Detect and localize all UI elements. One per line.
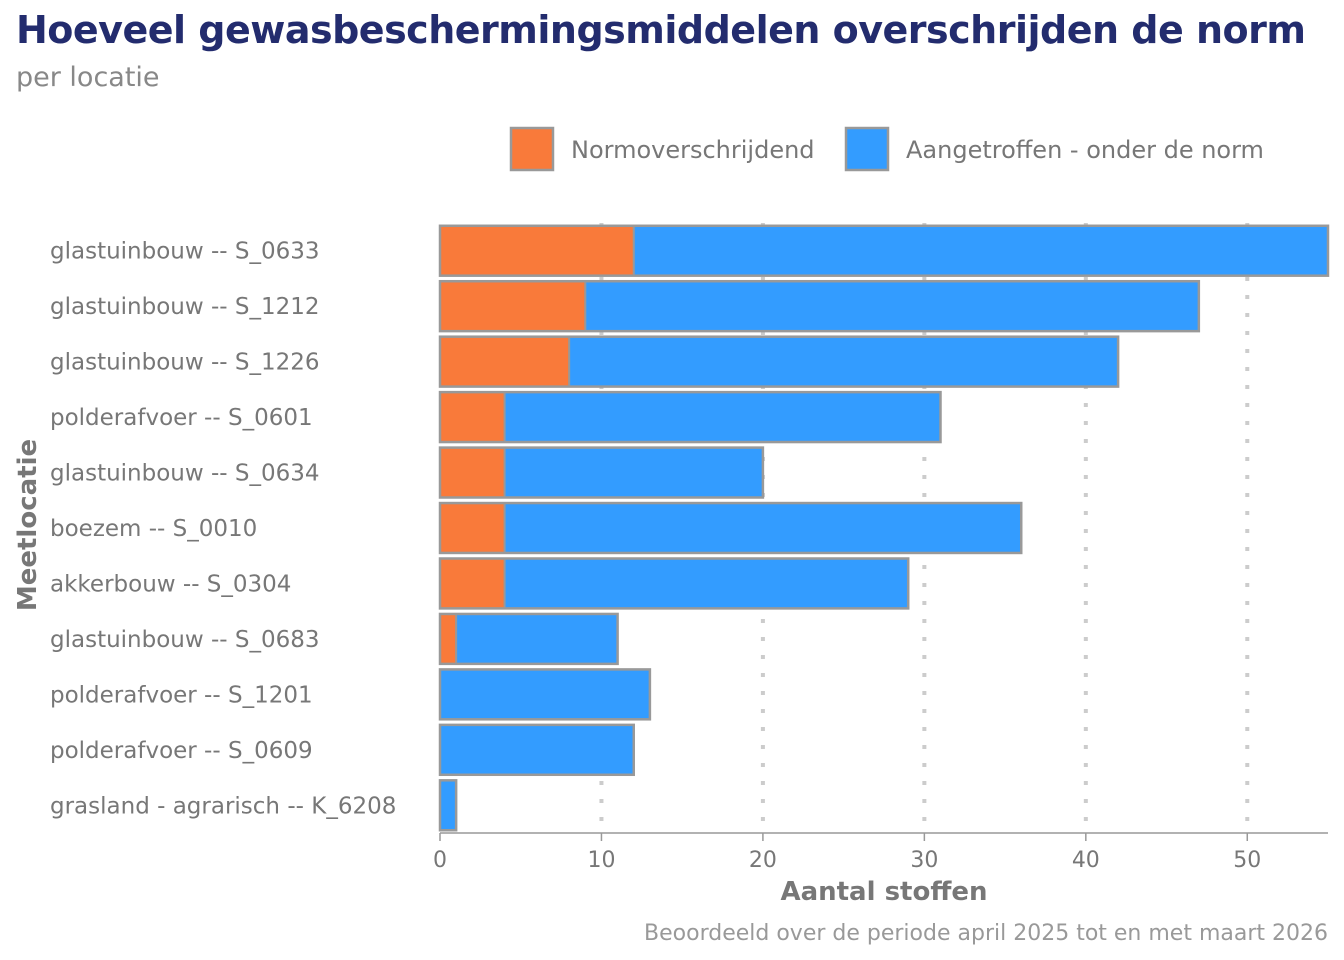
bar-outline [438, 335, 1120, 388]
legend-swatch [509, 126, 555, 172]
y-axis-label: Meetlocatie [13, 439, 43, 611]
bar-segment [504, 558, 909, 609]
legend-swatch [844, 126, 890, 172]
bar-segment [504, 392, 941, 443]
legend-label: Aangetroffen - onder de norm [906, 136, 1264, 164]
bar-segment [440, 613, 457, 664]
bar-outline [438, 446, 765, 499]
legend-label: Normoverschrijdend [571, 136, 815, 164]
x-tick-label: 0 [433, 848, 447, 873]
bar-segment [440, 558, 505, 609]
bar-segment [569, 336, 1119, 387]
bar-outline [438, 723, 635, 777]
x-tick-label: 20 [749, 848, 777, 873]
bar-segment [440, 780, 457, 831]
y-category-label: boezem -- S_0010 [50, 516, 257, 542]
y-category-label: glastuinbouw -- S_1226 [50, 350, 320, 376]
caption: Beoordeeld over de periode april 2025 to… [644, 921, 1328, 946]
x-axis-label: Aantal stoffen [780, 877, 987, 907]
chart-title: Hoeveel gewasbeschermingsmiddelen oversc… [16, 8, 1306, 52]
bar-segment [440, 281, 586, 332]
bar-outline [438, 779, 458, 832]
bar-segment [440, 392, 505, 443]
y-category-label: polderafvoer -- S_1201 [50, 682, 313, 708]
bar-segment [456, 613, 618, 664]
bar-outline [438, 224, 1330, 277]
bar-outline [438, 612, 619, 666]
bar-outline [438, 279, 1201, 333]
y-category-label: grasland - agrarisch -- K_6208 [50, 793, 396, 819]
x-tick-label: 30 [910, 848, 938, 873]
bar-segment [440, 669, 650, 720]
bar-segment [504, 447, 763, 498]
bar-outline [438, 501, 1023, 555]
y-category-label: polderafvoer -- S_0609 [50, 738, 313, 764]
bar-segment [440, 447, 505, 498]
x-tick-label: 10 [587, 848, 615, 873]
y-category-label: glastuinbouw -- S_1212 [50, 294, 320, 320]
bar-outline [438, 390, 942, 444]
x-tick-label: 40 [1072, 848, 1100, 873]
x-tick-label: 50 [1233, 848, 1261, 873]
bar-segment [440, 724, 634, 775]
y-category-label: polderafvoer -- S_0601 [50, 405, 313, 431]
y-category-label: glastuinbouw -- S_0634 [50, 461, 320, 487]
y-category-label: akkerbouw -- S_0304 [50, 571, 291, 597]
chart-subtitle: per locatie [16, 62, 160, 93]
bar-segment [440, 336, 570, 387]
bar-segment [633, 225, 1328, 276]
bar-segment [440, 503, 505, 553]
y-category-label: glastuinbouw -- S_0683 [50, 627, 320, 653]
bar-outline [438, 668, 652, 721]
bar-segment [440, 225, 634, 276]
bar-segment [585, 281, 1199, 332]
bar-segment [504, 503, 1022, 553]
y-category-label: glastuinbouw -- S_0633 [50, 239, 320, 265]
bar-outline [438, 557, 910, 610]
